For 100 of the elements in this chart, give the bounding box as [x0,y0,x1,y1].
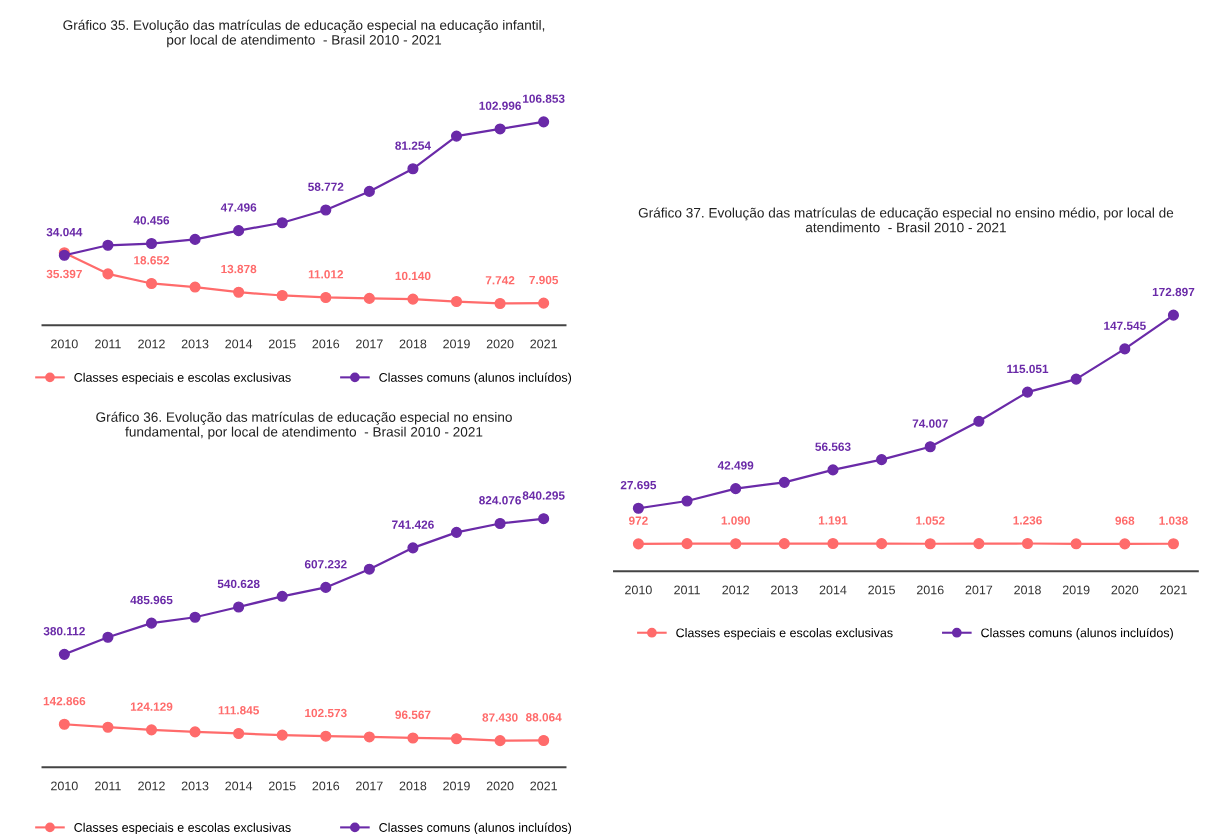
data-label: 607.232 [304,560,347,569]
data-label: 7.905 [529,275,559,285]
point [407,542,419,554]
point [407,732,419,744]
legend-label: Classes comuns (alunos incluídos) [379,372,572,385]
data-label: 87.430 [482,713,518,722]
x-tick-label: 2020 [486,339,514,349]
point [450,130,463,142]
x-tick-label: 2016 [312,781,340,791]
x-tick-label: 2010 [51,339,78,349]
point [145,277,158,290]
data-label: 106.853 [523,94,565,103]
data-label: 35.397 [46,269,82,279]
data-label: 147.545 [1104,321,1146,330]
point [189,233,201,245]
x-tick-label: 2014 [225,339,253,349]
x-tick-label: 2010 [51,781,78,791]
point [538,513,550,525]
data-label: 42.499 [717,461,754,470]
data-label: 11.012 [308,270,344,279]
data-label: 27.695 [620,480,657,490]
x-tick-label: 2020 [1111,585,1139,595]
x-tick-label: 2011 [95,781,121,791]
point [494,123,506,135]
x-tick-label: 2015 [868,585,895,595]
data-label: 34.044 [46,227,83,237]
point [276,729,288,741]
data-label: 1.052 [916,516,945,525]
data-label: 13.878 [221,264,257,274]
data-label: 142.866 [43,696,86,706]
data-label: 81.254 [395,141,431,150]
point [145,724,158,736]
point [1167,538,1179,550]
data-label: 40.456 [133,216,170,225]
point [276,289,288,302]
data-label: 56.563 [815,442,851,451]
x-tick-label: 2017 [356,339,383,349]
x-tick-label: 2021 [1160,585,1187,595]
point [538,297,550,309]
x-tick-label: 2012 [138,781,165,791]
point [1021,386,1034,398]
legend-label: Classes especiais e escolas exclusivas [74,372,291,385]
legend-label: Classes especiais e escolas exclusivas [676,628,893,640]
x-tick-label: 2013 [181,781,209,791]
point [189,281,201,293]
point [450,526,463,538]
point [876,538,888,550]
point [102,721,114,733]
point [320,581,332,593]
data-label: 47.496 [220,203,257,212]
data-label: 102.996 [479,101,521,110]
data-label: 968 [1115,516,1135,525]
x-tick-label: 2012 [722,585,749,595]
x-tick-label: 2019 [443,339,470,349]
x-tick-label: 2018 [1014,585,1041,595]
chart-title: Gráfico 36. Evolução das matrículas de educação especial no ensino fundamental, por local de atendimento - Brasil 2010 - 2021 [96,411,512,440]
x-tick-label: 2020 [486,781,514,791]
point [320,204,332,216]
point [632,538,644,550]
data-label: 7.742 [485,276,515,285]
x-tick-label: 2013 [181,339,209,349]
chart-title: Gráfico 37. Evolução das matrículas de educação especial no ensino médio, por local de atendimento - Brasil 2010 - 2021 [638,207,1174,233]
legend-label: Classes comuns (alunos incluídos) [379,822,572,834]
point [407,163,419,175]
point [1119,343,1131,355]
point [145,237,158,250]
point [276,217,288,229]
x-tick-label: 2013 [771,585,798,595]
point [681,538,693,550]
data-label: 111.845 [218,706,259,715]
point [730,483,742,495]
point [494,297,506,310]
x-tick-label: 2017 [356,781,383,791]
data-label: 540.628 [217,579,260,589]
point [730,538,742,550]
x-tick-label: 2011 [674,585,700,595]
data-label: 18.652 [134,256,170,265]
chart-title: Gráfico 35. Evolução das matrículas de educação especial na educação infantil, por local de atendimento - Brasil 2010 - 2021 [63,19,545,48]
point [450,295,463,308]
data-label: 972 [628,516,648,525]
point [973,538,985,550]
point [538,116,550,128]
point [233,601,245,613]
point [363,185,375,197]
x-tick-label: 2019 [443,781,470,791]
point [494,517,506,530]
data-label: 485.965 [130,595,173,605]
data-label: 1.038 [1159,516,1188,525]
point [632,502,644,514]
point [102,631,114,643]
point [973,415,985,427]
x-tick-label: 2011 [95,339,121,349]
point [681,495,693,507]
x-tick-label: 2018 [399,781,427,791]
data-label: 1.090 [721,516,750,525]
point [924,441,936,453]
x-tick-label: 2017 [965,585,993,595]
x-tick-label: 2019 [1062,585,1090,595]
point [494,735,506,747]
point [363,292,375,304]
